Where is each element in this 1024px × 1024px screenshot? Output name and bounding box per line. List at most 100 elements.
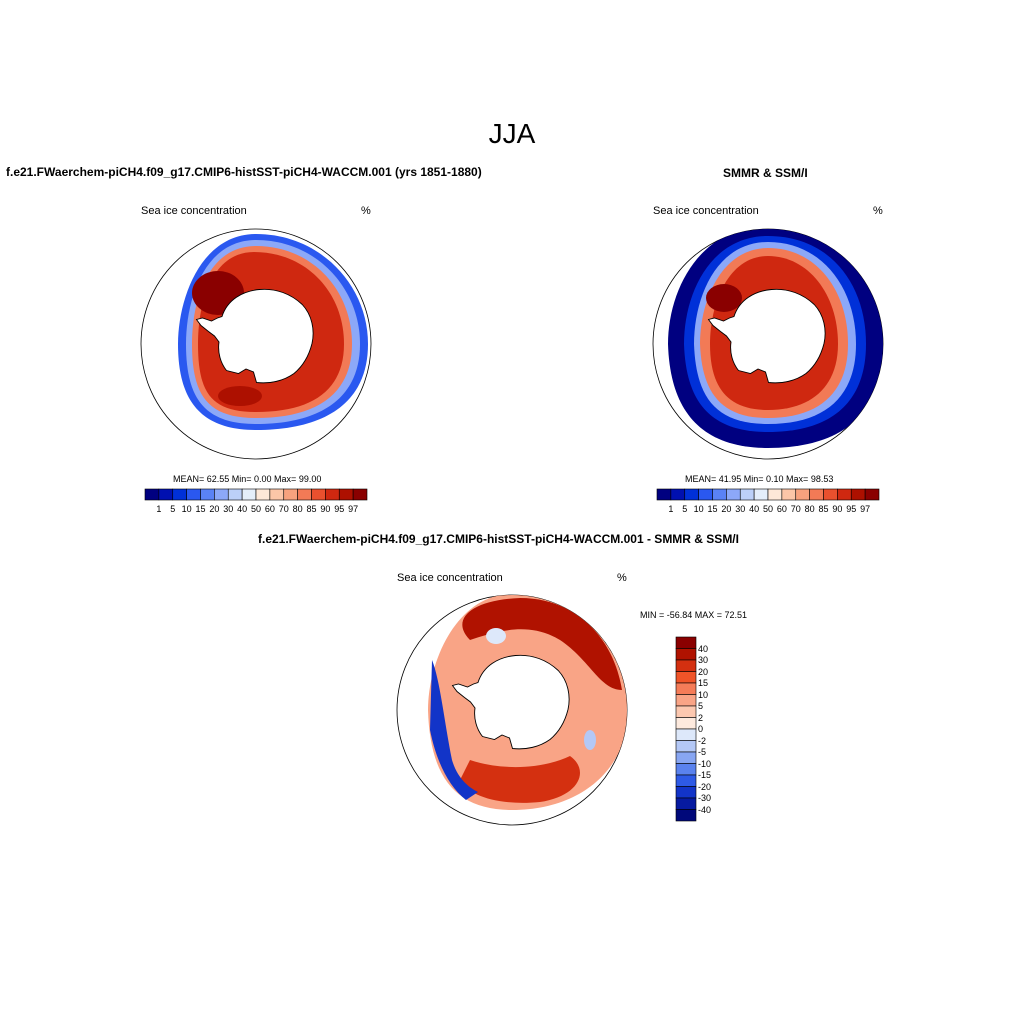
obs-sea-ice-map [652,228,884,460]
obs-colorbar-tick-label: 90 [832,504,843,514]
diff-colorbar-swatch [675,728,697,741]
model-colorbar-swatch [144,488,160,501]
diff-colorbar-swatch [675,648,697,661]
obs-colorbar-swatch [753,488,769,501]
model-sea-ice-map [140,228,372,460]
diff-colorbar-tick-label: -10 [698,758,712,769]
diff-variable-label: Sea ice concentration [397,572,503,584]
diff-colorbar-swatch [675,636,697,649]
diff-colorbar-swatch [675,751,697,764]
obs-colorbar-tick-label: 15 [707,504,718,514]
model-colorbar [144,488,368,501]
obs-stats: MEAN= 41.95 Min= 0.10 Max= 98.53 [685,474,834,484]
obs-colorbar-tick-label: 80 [804,504,815,514]
obs-variable-label: Sea ice concentration [653,205,759,217]
obs-colorbar-tick-label: 60 [776,504,787,514]
obs-colorbar-swatch [712,488,727,501]
model-colorbar-tick-label: 70 [278,504,289,514]
model-colorbar-swatch [241,488,257,501]
diff-colorbar-tick-label: 15 [698,678,709,688]
diff-colorbar-swatch [675,717,697,730]
diff-colorbar-tick-label: -15 [698,770,712,780]
obs-colorbar-swatch [823,488,838,501]
diff-colorbar-swatch [675,786,697,799]
obs-colorbar-swatch [739,488,755,501]
model-colorbar-swatch [338,488,354,501]
obs-colorbar-tick-label: 10 [693,504,704,514]
model-colorbar-swatch [297,488,312,501]
diff-colorbar-tick-label: 10 [698,689,709,700]
obs-colorbar [656,488,880,501]
diff-colorbar-swatch [675,694,697,707]
obs-colorbar-tick-label: 5 [682,504,688,514]
obs-colorbar-swatch [726,488,741,501]
diff-colorbar-tick-label: 40 [698,643,709,654]
model-colorbar-swatch [311,488,326,501]
diff-colorbar-swatch [675,809,697,822]
model-colorbar-tick-label: 85 [306,504,317,514]
obs-colorbar-swatch [781,488,797,501]
diff-colorbar [675,636,697,822]
obs-colorbar-swatch [795,488,810,501]
model-colorbar-swatch [255,488,271,501]
obs-colorbar-swatch [850,488,866,501]
diff-colorbar-swatch [675,659,697,672]
obs-colorbar-tick-label: 95 [846,504,857,514]
diff-colorbar-tick-label: 5 [698,701,704,711]
obs-units-label: % [873,205,883,217]
model-colorbar-tick-label: 80 [292,504,303,514]
diff-sea-ice-map [396,594,628,826]
model-colorbar-swatch [352,488,368,501]
diff-colorbar-tick-label: -40 [698,804,712,815]
obs-colorbar-swatch [698,488,713,501]
diff-colorbar-tick-label: -5 [698,747,707,757]
diff-colorbar-tick-label: 30 [698,655,709,665]
model-colorbar-swatch [227,488,243,501]
model-colorbar-tick-label: 5 [170,504,176,514]
obs-colorbar-swatch [864,488,880,501]
obs-colorbar-tick-label: 1 [668,504,674,514]
diff-colorbar-swatch [675,671,697,684]
model-units-label: % [361,205,371,217]
diff-colorbar-tick-label: -2 [698,735,707,746]
obs-colorbar-tick-label: 70 [790,504,801,514]
model-colorbar-tick-label: 50 [250,504,262,514]
model-colorbar-tick-label: 60 [264,504,275,514]
diff-colorbar-tick-label: 2 [698,712,704,723]
obs-colorbar-tick-label: 50 [762,504,774,514]
model-colorbar-swatch [269,488,285,501]
obs-colorbar-tick-label: 30 [735,504,746,514]
obs-colorbar-swatch [809,488,824,501]
model-colorbar-swatch [158,488,174,501]
model-stats: MEAN= 62.55 Min= 0.00 Max= 99.00 [173,474,322,484]
diff-colorbar-tick-label: 0 [698,724,704,734]
model-colorbar-tick-label: 20 [209,504,220,514]
obs-colorbar-tick-label: 97 [860,504,871,514]
model-colorbar-tick-label: 30 [223,504,234,514]
diff-panel-title: f.e21.FWaerchem-piCH4.f09_g17.CMIP6-hist… [258,532,739,546]
diff-colorbar-tick-label: -20 [698,781,712,792]
obs-colorbar-tick-label: 20 [721,504,732,514]
diff-colorbar-swatch [675,797,697,810]
model-colorbar-tick-label: 10 [181,504,192,514]
obs-colorbar-swatch [670,488,686,501]
obs-colorbar-swatch [684,488,699,501]
model-colorbar-tick-label: 40 [237,504,248,514]
obs-colorbar-swatch [656,488,672,501]
diff-minmax: MIN = -56.84 MAX = 72.51 [640,610,748,620]
model-panel-title: f.e21.FWaerchem-piCH4.f09_g17.CMIP6-hist… [6,165,482,179]
diff-colorbar-swatch [675,763,697,776]
model-variable-label: Sea ice concentration [141,205,247,217]
model-colorbar-swatch [214,488,229,501]
model-colorbar-swatch [200,488,215,501]
diff-colorbar-swatch [675,705,697,718]
diff-colorbar-tick-label: -30 [698,793,712,803]
model-colorbar-tick-label: 1 [156,504,162,514]
model-colorbar-swatch [186,488,201,501]
obs-colorbar-swatch [767,488,783,501]
page-title: JJA [488,118,536,149]
diff-colorbar-swatch [675,774,697,787]
model-colorbar-tick-label: 97 [348,504,359,514]
model-colorbar-swatch [283,488,298,501]
